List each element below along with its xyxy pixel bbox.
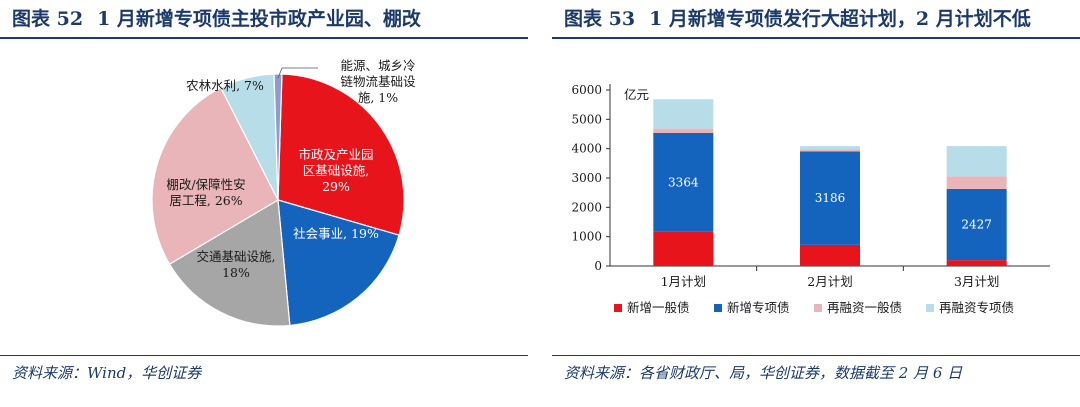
bar-segment xyxy=(653,128,714,134)
title-rule xyxy=(552,37,1080,39)
x-category-label: 3月计划 xyxy=(954,274,999,289)
legend-item: 再融资专项债 xyxy=(926,300,1014,315)
figure-number: 图表 53 xyxy=(564,8,636,30)
legend-item: 新增一般债 xyxy=(614,300,690,315)
y-tick-label: 1000 xyxy=(571,230,602,244)
bar-segment xyxy=(653,133,714,232)
pie-leader-line xyxy=(277,67,318,79)
legend-swatch xyxy=(814,304,822,312)
bar-segment xyxy=(946,146,1007,177)
pie-slice-label: 市政及产业园区基础设施, 29% xyxy=(298,147,373,194)
source-note: 资料来源：Wind，华创证券 xyxy=(12,364,202,382)
y-tick-label: 5000 xyxy=(571,112,602,126)
stacked-bar-chart: 0 1000 2000 3000 4000 5000 6000 亿元 3364 1月计划 3186 2… xyxy=(571,83,1050,315)
figure-caption: 1 月新增专项债主投市政产业园、棚改 xyxy=(97,8,421,30)
bar-segment xyxy=(800,149,860,152)
pie-slice-label: 社会事业, 19% xyxy=(293,226,379,241)
bar-data-label: 2427 xyxy=(961,218,992,232)
pie-slices xyxy=(151,73,405,327)
bar-segment xyxy=(800,244,860,266)
legend-swatch xyxy=(714,304,722,312)
figure-title: 图表 53 1 月新增专项债发行大超计划，2 月计划不低 xyxy=(564,4,1045,34)
pie-slice-label: 农林水利, 7% xyxy=(186,78,264,93)
bar-segment xyxy=(800,151,860,245)
pie-chart: 市政及产业园区基础设施, 29% 社会事业, 19% 交通基础设施, 18% 棚改/保障性… xyxy=(151,58,416,327)
y-tick-label: 2000 xyxy=(571,200,602,214)
pie-slice-label: 能源、城乡冷链物流基础设施, 1% xyxy=(340,58,416,105)
figure-caption: 1 月新增专项债发行大超计划，2 月计划不低 xyxy=(649,8,1031,30)
y-axis: 0 1000 2000 3000 4000 5000 6000 xyxy=(571,83,611,273)
bar-data-label: 3186 xyxy=(815,191,846,205)
legend-label: 新增一般债 xyxy=(627,300,690,315)
legend-item: 新增专项债 xyxy=(714,300,790,315)
pie-slice xyxy=(151,86,279,265)
y-tick-label: 6000 xyxy=(571,83,602,97)
pie-slice-label: 交通基础设施, 18% xyxy=(197,249,276,280)
legend-swatch xyxy=(926,304,934,312)
bar-segment xyxy=(653,99,714,129)
y-tick-label: 4000 xyxy=(571,142,602,156)
pie-slice xyxy=(277,199,400,327)
bar-panel: 图表 53 1 月新增专项债发行大超计划，2 月计划不低 0 1000 2000 300… xyxy=(552,0,1080,407)
legend: 新增一般债 新增专项债 再融资一般债 再融资专项债 xyxy=(614,300,1014,315)
x-category-label: 1月计划 xyxy=(661,274,706,289)
pie-slice xyxy=(273,73,283,201)
legend-item: 再融资一般债 xyxy=(814,300,902,315)
bar-segment xyxy=(946,260,1007,266)
source-rule xyxy=(552,355,1080,356)
figure-title: 图表 52 1 月新增专项债主投市政产业园、棚改 xyxy=(12,4,435,34)
bar-segment xyxy=(946,176,1007,189)
legend-label: 再融资专项债 xyxy=(939,300,1014,315)
source-rule xyxy=(0,355,528,356)
legend-swatch xyxy=(614,304,622,312)
y-tick-label: 3000 xyxy=(571,171,602,185)
bar-data-label: 3364 xyxy=(668,175,699,189)
bar-segment xyxy=(653,231,714,266)
y-unit-label: 亿元 xyxy=(624,87,649,102)
pie-slice xyxy=(277,73,405,236)
title-rule xyxy=(0,37,528,39)
legend-label: 再融资一般债 xyxy=(827,300,902,315)
bar-segment xyxy=(800,146,860,150)
pie-slice-label: 棚改/保障性安居工程, 26% xyxy=(166,177,245,208)
legend-label: 新增专项债 xyxy=(727,300,790,315)
pie-panel: 图表 52 1 月新增专项债主投市政产业园、棚改 市政及产业园区基础设施, 29% 社… xyxy=(0,0,528,407)
figure-number: 图表 52 xyxy=(12,8,84,30)
y-tick-label: 0 xyxy=(594,259,602,273)
bar-segment xyxy=(946,188,1007,261)
pie-slice xyxy=(168,199,291,327)
source-note: 资料来源：各省财政厅、局，华创证券，数据截至 2 月 6 日 xyxy=(564,364,963,382)
x-category-label: 2月计划 xyxy=(807,274,852,289)
